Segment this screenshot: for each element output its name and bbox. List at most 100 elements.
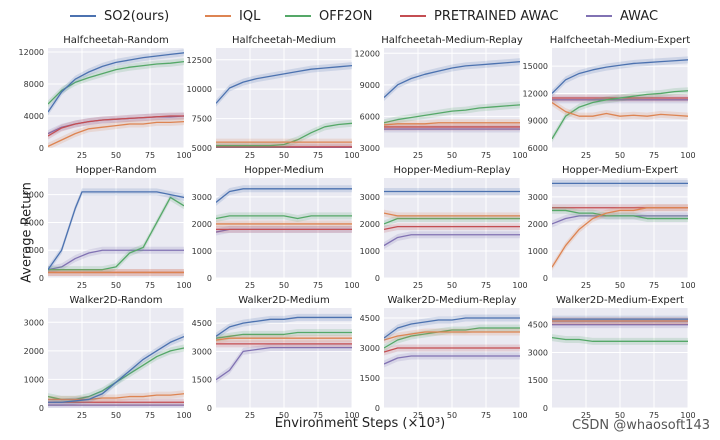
series-band-off2on [48, 344, 184, 403]
series-line-off2on [48, 196, 184, 271]
y-tick-label: 1000 [528, 247, 548, 256]
y-tick-label: 12500 [187, 56, 212, 65]
series-line-off2on [216, 122, 352, 147]
series-band-iql [48, 118, 184, 148]
series-group [48, 49, 184, 148]
x-tick-label: 75 [649, 281, 659, 290]
y-tick-label: 3000 [24, 318, 44, 327]
x-tick-label: 50 [111, 281, 121, 290]
series-line-awac [384, 234, 520, 247]
x-tick-label: 100 [344, 151, 359, 160]
x-tick-label: 75 [145, 281, 155, 290]
y-tick-label: 15000 [523, 62, 548, 71]
series-group [384, 58, 520, 133]
series-band-awac [48, 112, 184, 138]
y-tick-label: 4000 [24, 112, 44, 121]
series-band-off2on [216, 119, 352, 148]
y-tick-label: 0 [543, 274, 548, 283]
y-tick-label: 3000 [24, 191, 44, 200]
series-band-off2on [216, 212, 352, 223]
x-tick-label: 50 [447, 281, 457, 290]
x-tick-label: 25 [77, 281, 87, 290]
x-tick-label: 75 [649, 151, 659, 160]
panel-title: Halfcheetah-Random [63, 35, 168, 46]
series-band-iql [216, 334, 352, 344]
series-line-so2-ours [552, 59, 688, 94]
series-line-iql [552, 102, 688, 117]
series-band-iql [384, 119, 520, 129]
panel-hopper-medium: 0 1000 2000 3000 25 50 75 100 Hopper-Medium [192, 165, 360, 290]
series-group [216, 62, 352, 148]
series-band-off2on [384, 324, 520, 352]
series-band-pretrained-awac [48, 112, 184, 140]
y-tick-label: 6000 [528, 144, 548, 153]
x-tick-label: 50 [279, 281, 289, 290]
x-tick-label: 50 [615, 281, 625, 290]
y-tick-label: 8000 [24, 80, 44, 89]
x-tick-label: 25 [77, 411, 87, 420]
y-tick-label: 0 [39, 404, 44, 413]
series-line-iql [48, 393, 184, 401]
x-tick-label: 75 [313, 151, 323, 160]
series-group [48, 188, 184, 276]
series-line-iql [216, 337, 352, 341]
legend-label-pretrained-awac: PRETRAINED AWAC [434, 8, 559, 24]
panel-title: Hopper-Medium [244, 165, 324, 176]
panel-hopper-medium-replay: 0 1000 2000 3000 25 50 75 100 Hopper-Medium-Repl… [360, 165, 528, 290]
series-line-iql [48, 120, 184, 147]
y-tick-label: 5000 [192, 144, 212, 153]
x-tick-label: 75 [481, 411, 491, 420]
x-tick-label: 25 [413, 411, 423, 420]
x-tick-label: 75 [481, 151, 491, 160]
series-line-off2on [384, 104, 520, 124]
series-group [552, 179, 688, 271]
x-tick-label: 25 [413, 151, 423, 160]
y-tick-label: 1000 [24, 375, 44, 384]
series-line-so2-ours [384, 61, 520, 98]
series-line-off2on [552, 209, 688, 220]
x-tick-label: 50 [615, 151, 625, 160]
x-tick-label: 50 [111, 151, 121, 160]
series-line-off2on [216, 215, 352, 220]
panel-title: Halfcheetah-Medium-Replay [381, 35, 523, 46]
x-tick-label: 100 [176, 281, 191, 290]
x-tick-label: 100 [512, 151, 527, 160]
series-line-awac [384, 355, 520, 365]
panel-title: Walker2D-Medium-Expert [556, 295, 684, 306]
x-tick-label: 75 [481, 281, 491, 290]
x-tick-label: 100 [680, 281, 695, 290]
x-tick-label: 25 [581, 281, 591, 290]
series-line-so2-ours [48, 335, 184, 403]
y-tick-label: 4500 [360, 314, 380, 323]
series-line-awac [216, 346, 352, 381]
series-band-so2-ours [216, 185, 352, 206]
series-line-iql [384, 212, 520, 217]
y-tick-label: 2000 [24, 347, 44, 356]
legend-label-off2on: OFF2ON [319, 8, 373, 24]
series-line-off2on [384, 327, 520, 349]
x-tick-label: 75 [313, 281, 323, 290]
y-tick-label: 12000 [19, 48, 44, 57]
series-band-so2-ours [384, 314, 520, 342]
series-band-awac [216, 225, 352, 236]
x-axis-label: Environment Steps (×10³) [274, 416, 446, 431]
y-tick-label: 0 [375, 274, 380, 283]
series-line-off2on [48, 60, 184, 105]
series-line-iql [384, 331, 520, 341]
y-tick-label: 1500 [528, 376, 548, 385]
y-tick-label: 9000 [360, 81, 380, 90]
panel-hopper-random: 0 1000 2000 3000 25 50 75 100 Hopper-Random [24, 165, 192, 290]
series-band-pretrained-awac [384, 344, 520, 356]
series-line-so2-ours [216, 188, 352, 203]
series-group [48, 333, 184, 408]
panel-walker2d-medium-expert: 0 1500 3000 4500 25 50 75 100 Walker2D-Medium-Ex… [528, 295, 696, 420]
panel-title: Walker2D-Medium-Replay [388, 295, 517, 306]
series-band-iql [384, 209, 520, 220]
series-band-so2-ours [216, 313, 352, 340]
x-tick-label: 75 [313, 411, 323, 420]
series-group [216, 185, 352, 236]
series-group [216, 313, 352, 384]
y-tick-label: 0 [375, 404, 380, 413]
x-tick-label: 25 [581, 411, 591, 420]
y-tick-label: 0 [207, 274, 212, 283]
